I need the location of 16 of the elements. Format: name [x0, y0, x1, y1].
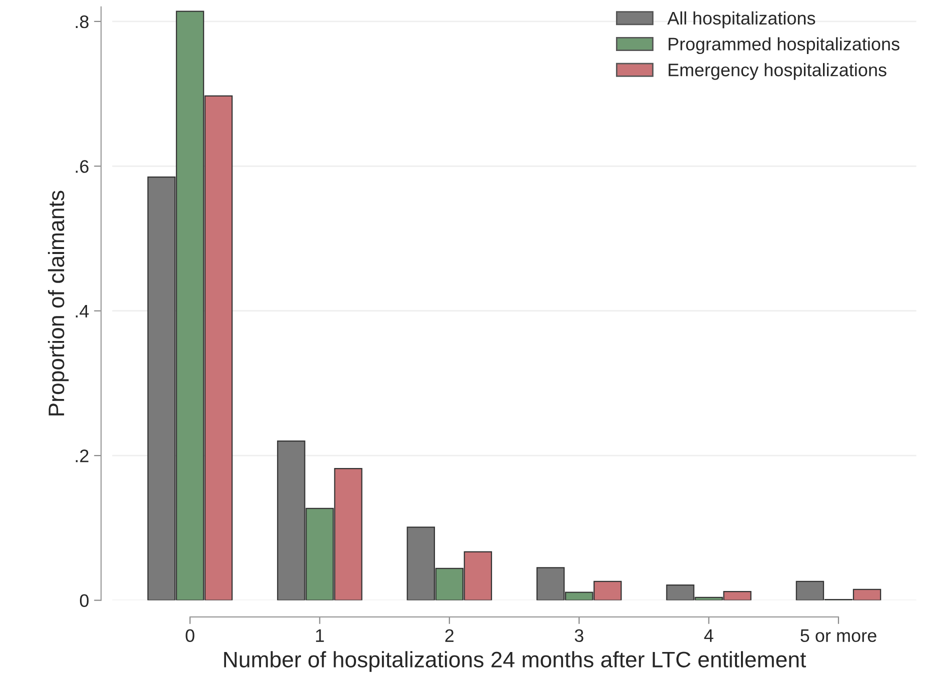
y-tick-label: .8	[76, 15, 88, 28]
x-tick-label: 1	[316, 629, 324, 642]
y-tick-label: .2	[76, 450, 88, 462]
legend-label: Emergency hospitalizations	[668, 63, 886, 80]
x-tick-label: 4	[704, 629, 714, 642]
x-tick-label: 5 or more	[800, 629, 876, 642]
y-axis-title: Proportion of claimants	[48, 190, 69, 416]
y-tick-label: .4	[76, 304, 89, 318]
y-tick-label: .6	[76, 160, 88, 173]
legend-label: Programmed hospitalizations	[668, 37, 900, 54]
x-tick-label: 2	[445, 629, 454, 642]
x-tick-label: 3	[574, 629, 584, 642]
x-tick-label: 0	[186, 629, 194, 642]
y-tick-label: 0	[80, 594, 89, 607]
legend-label: All hospitalizations	[667, 11, 816, 28]
x-axis-title: Number of hospitalizations 24 months after LTC entitlement	[224, 651, 806, 672]
